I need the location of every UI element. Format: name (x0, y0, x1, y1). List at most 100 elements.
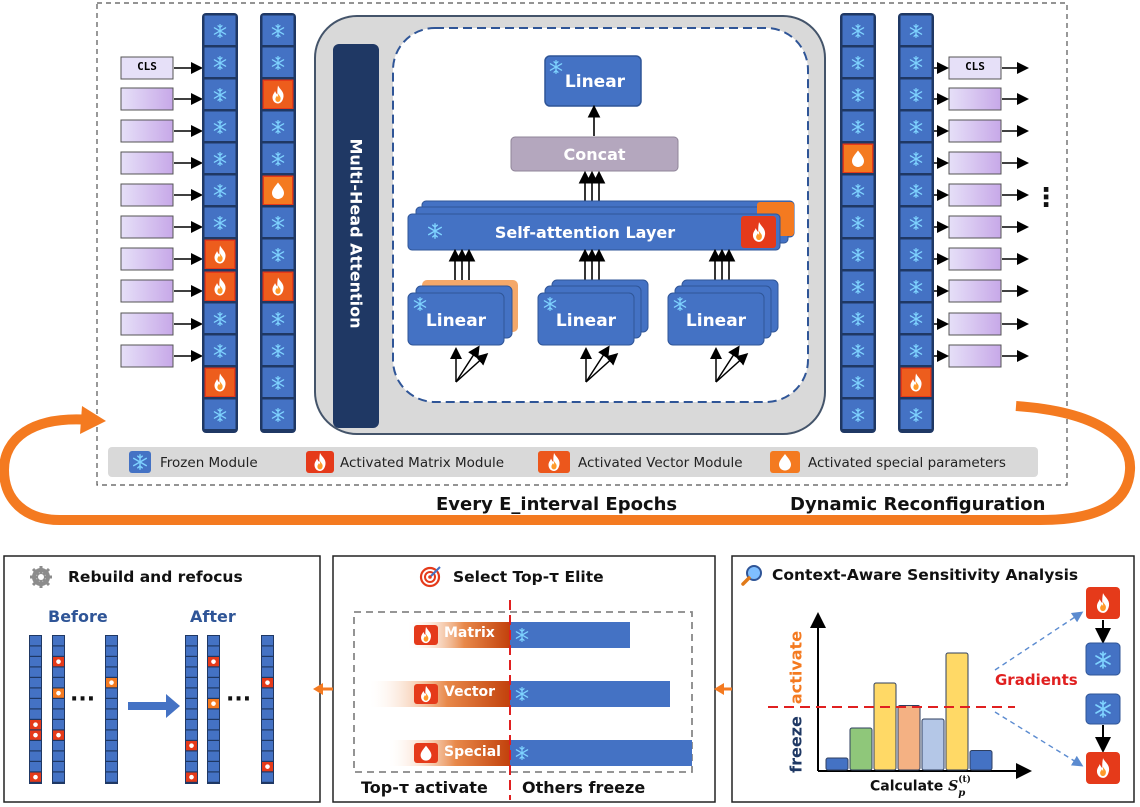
frozen-segment (510, 622, 630, 648)
input-token (948, 183, 1002, 207)
head-linear-1 (407, 280, 518, 346)
drop-icon (56, 690, 61, 696)
input-token (120, 119, 174, 143)
frozen-thin-cell (186, 762, 197, 772)
flame-icon (33, 722, 38, 727)
x-axis-symbol: S (948, 778, 959, 795)
flame-icon (56, 732, 61, 738)
frozen-thin-cell (106, 667, 117, 677)
cycle-loop-arrow (0, 401, 1136, 525)
input-token (120, 215, 174, 239)
frozen-thin-cell (53, 741, 64, 751)
sensitivity-chart (810, 612, 1032, 779)
frozen-thin-cell (106, 709, 117, 719)
legend-special-icon (770, 451, 800, 473)
arrows-sa-to-concat (578, 170, 606, 201)
frozen-thin-cell (208, 751, 219, 761)
frozen-thin-cell (262, 720, 273, 730)
frozen-thin-cell (208, 678, 219, 688)
frozen-thin-cell (30, 636, 41, 646)
self-attention-label: Self-attention Layer (494, 223, 676, 242)
frozen-thin-cell (53, 772, 64, 782)
frozen-thin-cell (186, 751, 197, 761)
head-linear-3-label: Linear (685, 311, 747, 331)
gear-icon (30, 566, 52, 588)
input-token (948, 247, 1002, 271)
frozen-cell (841, 46, 875, 78)
x-axis-sup: (t) (958, 775, 971, 785)
right-module-column-1 (840, 13, 876, 433)
right-module-column-2 (898, 13, 934, 433)
right-token-column (934, 56, 1029, 368)
frozen-thin-cell (186, 636, 197, 646)
frozen-cell (899, 14, 933, 46)
sa-fire-icon (741, 216, 776, 248)
sensitivity-bar (825, 757, 849, 771)
drop-icon (109, 680, 114, 685)
every-epochs-label: Every E_interval Epochs (436, 494, 678, 515)
cycle-loop-arrowhead (80, 406, 106, 434)
input-token (948, 312, 1002, 336)
fire-to-frozen-icons (1085, 587, 1121, 676)
frozen-thin-cell (262, 688, 273, 698)
input-arrows (450, 345, 749, 383)
y-activate-label: activate (786, 630, 806, 705)
frozen-thin-cell (30, 657, 41, 667)
input-token (120, 247, 174, 271)
frozen-thin-cell (262, 657, 273, 667)
cls-right-label: CLS (965, 60, 985, 73)
rebuild-columns (29, 635, 274, 784)
frozen-to-fire-icons (1085, 693, 1121, 784)
frozen-thin-cell (53, 720, 64, 730)
dots-after: ··· (226, 687, 252, 712)
top-tau-activate-label: Top-τ activate (361, 778, 488, 797)
frozen-thin-cell (262, 730, 273, 740)
sensitivity-bar (921, 718, 945, 771)
legend-special-text: Activated special parameters (808, 455, 1006, 471)
left-token-column (120, 56, 203, 368)
flame-icon (33, 732, 38, 738)
flame-icon (211, 659, 216, 664)
frozen-thin-cell (208, 709, 219, 719)
select-dashed-frame (353, 611, 693, 773)
top-frame (96, 2, 1068, 486)
frozen-thin-cell (186, 646, 197, 656)
frozen-thin-cell (30, 688, 41, 698)
sensitivity-bar (849, 727, 873, 771)
frozen-thin-cell (30, 646, 41, 656)
before-label: Before (48, 607, 108, 626)
magnifier-icon (741, 565, 762, 586)
left-module-column-1 (202, 13, 238, 433)
flame-icon (189, 774, 194, 780)
frozen-thin-cell (106, 741, 117, 751)
legend-matrix-icon (306, 451, 334, 473)
dynamic-reconfig-label: Dynamic Reconfiguration (790, 494, 1046, 515)
frozen-cell (261, 238, 295, 270)
frozen-thin-cell (186, 709, 197, 719)
dots-before: ··· (70, 687, 96, 712)
head-linear-3 (667, 279, 779, 346)
frozen-thin-cell (30, 751, 41, 761)
legend-matrix-text: Activated Matrix Module (340, 455, 505, 471)
frozen-thin-cell (262, 772, 273, 782)
frozen-thin-cell (208, 667, 219, 677)
input-token (948, 119, 1002, 143)
after-label: After (190, 607, 236, 626)
panel-connector-arrows (313, 683, 732, 695)
frozen-thin-cell (208, 720, 219, 730)
frozen-thin-cell (106, 688, 117, 698)
activated-segment (370, 681, 510, 707)
frozen-thin-cell (208, 762, 219, 772)
cls-token (120, 56, 174, 80)
ellipsis-right: ⋮ (1033, 183, 1059, 213)
drop-icon (211, 701, 216, 706)
frozen-thin-cell (262, 709, 273, 719)
head-linear-1-label: Linear (425, 311, 487, 331)
legend-frozen-text: Frozen Module (160, 455, 258, 471)
frozen-thin-cell (106, 646, 117, 656)
flame-icon (189, 743, 194, 748)
frozen-thin-cell (262, 699, 273, 709)
frozen-thin-cell (53, 636, 64, 646)
frozen-thin-cell (106, 636, 117, 646)
frozen-thin-cell (262, 646, 273, 656)
